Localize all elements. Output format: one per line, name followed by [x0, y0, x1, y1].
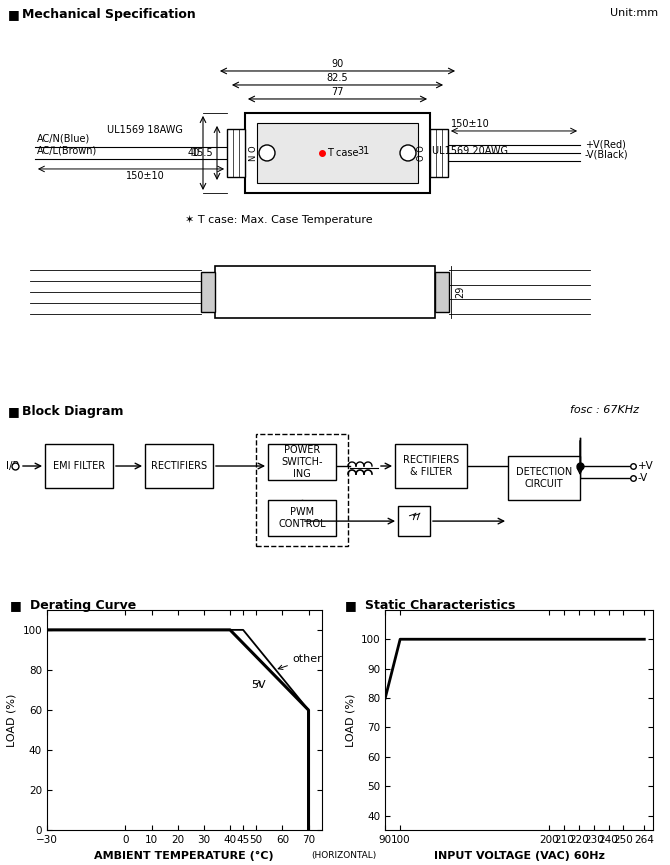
Y-axis label: LOAD (%): LOAD (%) [345, 694, 355, 746]
Text: ■: ■ [10, 599, 22, 612]
Text: 15.5: 15.5 [192, 148, 214, 158]
Text: EMI FILTER: EMI FILTER [53, 461, 105, 471]
Text: fosc : 67KHz: fosc : 67KHz [570, 405, 639, 415]
Bar [430, 129, 448, 177]
Bar [245, 113, 430, 193]
Text: UL1569 18AWG: UL1569 18AWG [107, 125, 183, 135]
Text: POWER
SWITCH-
ING: POWER SWITCH- ING [281, 445, 323, 478]
Text: ■: ■ [8, 8, 19, 21]
X-axis label: AMBIENT TEMPERATURE (°C): AMBIENT TEMPERATURE (°C) [94, 851, 274, 861]
Bar [508, 456, 580, 500]
Circle shape [400, 145, 416, 161]
Text: O O: O O [417, 145, 425, 161]
Text: -V: -V [638, 473, 649, 483]
Text: 150±10: 150±10 [451, 119, 489, 129]
Text: (HORIZONTAL): (HORIZONTAL) [311, 851, 377, 861]
Text: Derating Curve: Derating Curve [30, 599, 137, 612]
Text: ■: ■ [345, 599, 357, 612]
Text: RECTIFIERS
& FILTER: RECTIFIERS & FILTER [403, 455, 459, 477]
Text: 150±10: 150±10 [126, 171, 164, 181]
Text: Static Characteristics: Static Characteristics [365, 599, 515, 612]
Bar [398, 506, 430, 536]
Bar [45, 444, 113, 488]
Text: AC/N(Blue): AC/N(Blue) [37, 134, 90, 144]
Text: AC/L(Brown): AC/L(Brown) [37, 146, 97, 156]
Bar [257, 123, 418, 183]
Text: Block Diagram: Block Diagram [22, 405, 123, 418]
Bar [268, 444, 336, 480]
Text: ■: ■ [8, 405, 19, 418]
Text: 90: 90 [331, 59, 343, 69]
Bar [435, 272, 449, 312]
Text: 31: 31 [357, 146, 369, 156]
Text: PWM
CONTROL: PWM CONTROL [278, 507, 326, 529]
Text: 40: 40 [188, 148, 200, 158]
Text: Unit:mm: Unit:mm [610, 8, 658, 18]
Bar [395, 444, 467, 488]
Text: +V: +V [638, 461, 654, 471]
Text: Mechanical Specification: Mechanical Specification [22, 8, 196, 21]
Text: 29: 29 [455, 285, 465, 298]
Text: 77: 77 [331, 87, 343, 97]
Text: -V(Black): -V(Black) [585, 150, 628, 160]
Bar [201, 272, 215, 312]
X-axis label: INPUT VOLTAGE (VAC) 60Hz: INPUT VOLTAGE (VAC) 60Hz [433, 851, 605, 861]
Text: T case: T case [327, 148, 358, 158]
Bar [227, 129, 245, 177]
Text: RECTIFIERS: RECTIFIERS [151, 461, 207, 471]
Bar [256, 434, 348, 546]
Y-axis label: LOAD (%): LOAD (%) [7, 694, 17, 746]
Text: +V(Red): +V(Red) [585, 140, 626, 150]
Text: ✶ T case: Max. Case Temperature: ✶ T case: Max. Case Temperature [185, 215, 373, 225]
Circle shape [259, 145, 275, 161]
Bar [145, 444, 213, 488]
Text: 82.5: 82.5 [326, 73, 348, 83]
Text: N O: N O [249, 145, 259, 161]
Bar [268, 500, 336, 536]
Text: DETECTION
CIRCUIT: DETECTION CIRCUIT [516, 467, 572, 489]
Text: I/P: I/P [6, 461, 19, 471]
Text: 5V: 5V [251, 680, 265, 690]
Bar [215, 266, 435, 318]
Text: UL1569 20AWG: UL1569 20AWG [432, 146, 508, 156]
Text: other: other [278, 654, 322, 670]
